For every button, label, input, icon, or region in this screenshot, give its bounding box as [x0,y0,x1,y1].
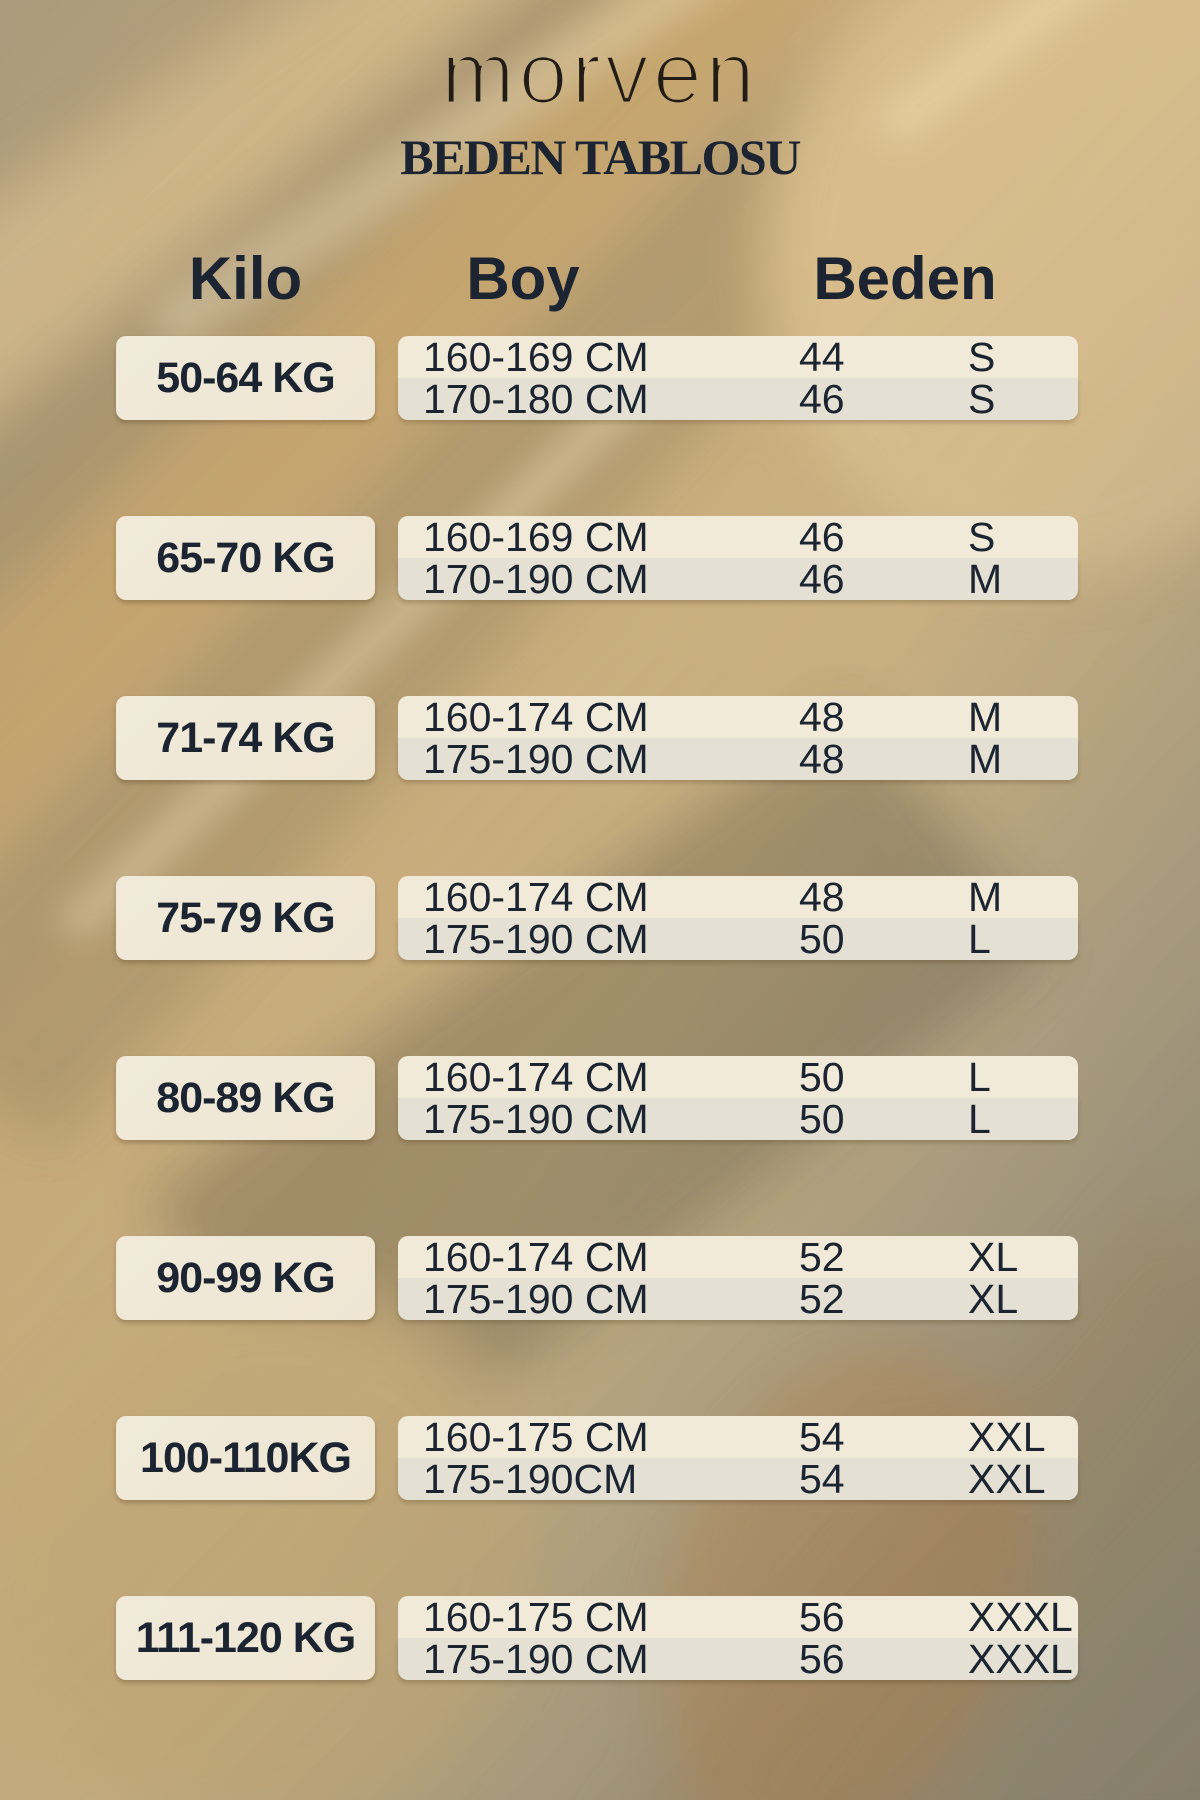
svg-text:morven: morven [441,23,758,122]
